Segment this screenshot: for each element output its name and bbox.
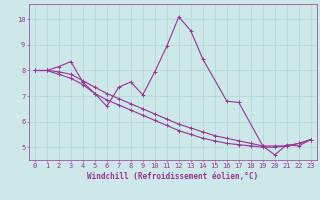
X-axis label: Windchill (Refroidissement éolien,°C): Windchill (Refroidissement éolien,°C) [87,172,258,181]
